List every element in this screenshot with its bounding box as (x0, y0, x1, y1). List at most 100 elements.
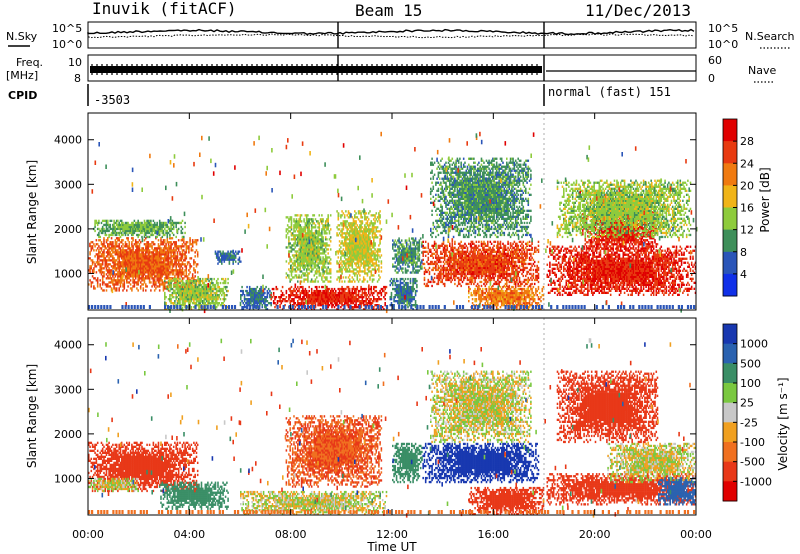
heatmap-cell (308, 300, 310, 303)
heatmap-cell (131, 273, 133, 276)
noise-tick-top: 10^5 (52, 22, 82, 35)
heatmap-cell (139, 221, 142, 225)
heatmap-cell (148, 227, 151, 231)
heatmap-cell (132, 269, 134, 272)
heatmap-cell (384, 285, 386, 289)
heatmap-cell (318, 214, 321, 217)
heatmap-cell (188, 289, 190, 293)
heatmap-cell (186, 291, 189, 295)
heatmap-cell (162, 229, 165, 233)
heatmap-cell (176, 255, 179, 258)
heatmap-cell (166, 231, 169, 235)
heatmap-cell (347, 270, 350, 273)
heatmap-cell (119, 285, 122, 288)
heatmap-cell (341, 296, 343, 299)
heatmap-cell (152, 229, 155, 233)
heatmap-cell (378, 212, 380, 215)
heatmap-cell (310, 236, 313, 239)
heatmap-cell (340, 242, 342, 245)
heatmap-cell (300, 262, 303, 265)
heatmap-cell (248, 298, 251, 301)
heatmap-cell (337, 250, 340, 253)
heatmap-cell (303, 298, 305, 301)
heatmap-cell (164, 247, 166, 250)
heatmap-cell (205, 300, 208, 303)
heatmap-cell (293, 224, 295, 227)
heatmap-cell (224, 258, 227, 261)
heatmap-cell (188, 298, 190, 301)
heatmap-cell (95, 253, 98, 256)
heatmap-cell (129, 253, 132, 256)
heatmap-cell (124, 249, 127, 252)
heatmap-cell (107, 237, 109, 240)
heatmap-cell (151, 269, 153, 272)
heatmap-cell (245, 298, 247, 301)
heatmap-cell (381, 306, 384, 309)
heatmap-cell (157, 227, 160, 231)
heatmap-cell (324, 258, 327, 261)
heatmap-cell (371, 308, 374, 311)
heatmap-cell (155, 247, 157, 250)
heatmap-cell (91, 263, 94, 266)
heatmap-cell (319, 218, 322, 221)
heatmap-cell (147, 223, 150, 227)
heatmap-cell (123, 245, 126, 248)
heatmap-cell (109, 281, 112, 284)
heatmap-cell (156, 263, 158, 266)
heatmap-cell (347, 256, 350, 259)
heatmap-cell (335, 291, 337, 295)
heatmap-cell (167, 247, 170, 250)
heatmap-cell (300, 256, 303, 259)
heatmap-cell (303, 289, 305, 293)
heatmap-cell (310, 240, 313, 243)
heatmap-cell (360, 304, 362, 307)
heatmap-cell (138, 247, 141, 250)
heatmap-cell (324, 250, 327, 253)
heatmap-cell (156, 255, 158, 258)
heatmap-cell (153, 259, 156, 262)
heatmap-cell (170, 279, 172, 283)
freq-tick-top: 10 (68, 56, 82, 69)
heatmap-cell (190, 287, 193, 291)
heatmap-cell (237, 250, 240, 253)
heatmap-cell (119, 279, 122, 282)
heatmap-cell (329, 272, 332, 275)
heatmap-cell (138, 245, 141, 248)
heatmap-cell (345, 234, 347, 237)
heatmap-cell (259, 300, 261, 303)
heatmap-cell (288, 262, 290, 265)
heatmap-cell (290, 278, 293, 281)
heatmap-cell (328, 304, 331, 307)
heatmap-cell (355, 287, 357, 291)
heatmap-cell (364, 294, 366, 297)
heatmap-cell (191, 294, 194, 297)
heatmap-cell (108, 277, 110, 280)
heatmap-cell (114, 287, 117, 290)
heatmap-cell (314, 291, 317, 295)
heatmap-cell (309, 254, 312, 257)
heatmap-cell (329, 214, 332, 217)
heatmap-cell (337, 256, 340, 259)
heatmap-cell (208, 294, 210, 297)
heatmap-cell (221, 304, 223, 307)
heatmap-cell (119, 219, 122, 223)
heatmap-cell (210, 291, 213, 295)
heatmap-cell (329, 280, 332, 283)
heatmap-cell (305, 274, 308, 277)
heatmap-cell (312, 298, 314, 301)
heatmap-cell (186, 287, 189, 291)
heatmap-cell (193, 269, 195, 272)
heatmap-cell (376, 280, 379, 283)
heatmap-cell (314, 278, 317, 281)
heatmap-cell (142, 267, 145, 270)
heatmap-cell (227, 289, 229, 293)
heatmap-cell (164, 298, 166, 301)
heatmap-cell (324, 242, 327, 245)
heatmap-cell (128, 269, 131, 272)
heatmap-cell (167, 259, 170, 262)
heatmap-cell (181, 269, 184, 272)
heatmap-cell (343, 280, 346, 283)
heatmap-cell (150, 289, 152, 292)
heatmap-cell (183, 259, 185, 262)
